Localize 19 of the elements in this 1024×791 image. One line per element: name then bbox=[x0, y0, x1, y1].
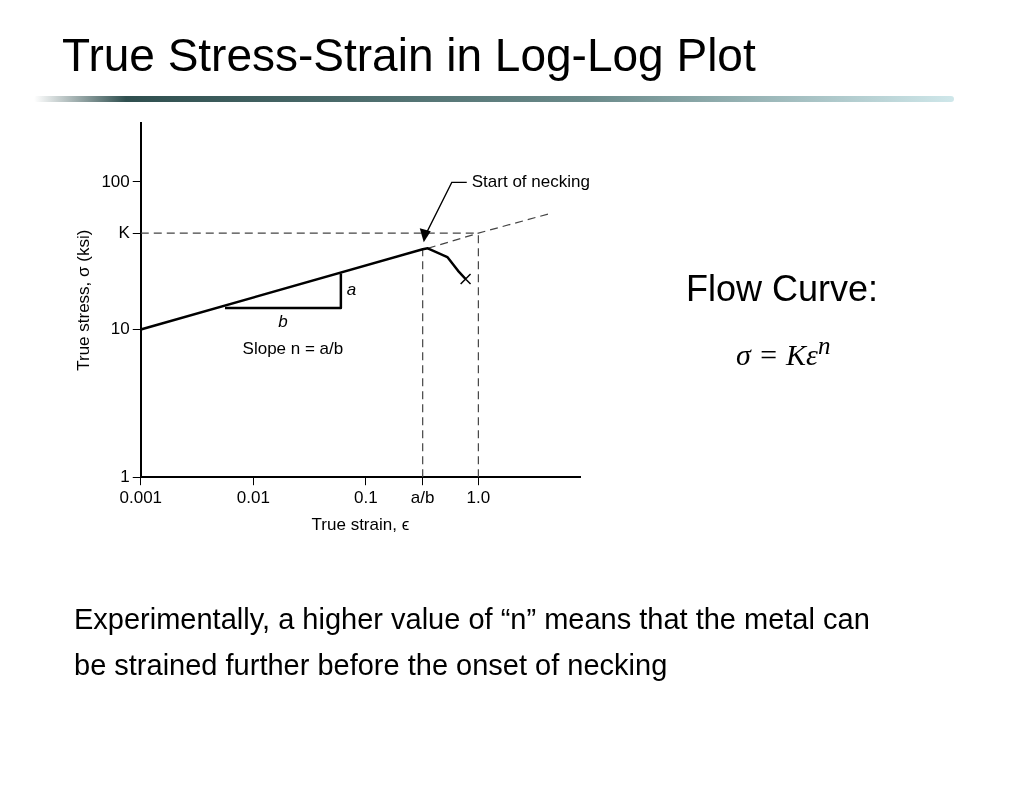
y-tick-label: 100 bbox=[101, 171, 130, 191]
annotation: a bbox=[346, 280, 357, 300]
text: Experimentally, a higher value of “n” means that the metal can be strained further before the onset of necking bbox=[74, 602, 871, 683]
y-tick-label: K bbox=[118, 222, 131, 242]
chart-title: True Stress-Strain in Log-Log Plot bbox=[62, 28, 756, 82]
y-tick-label: 1 bbox=[120, 466, 130, 486]
x-tick-label: 0.01 bbox=[236, 488, 270, 508]
x-tick-label: 0.001 bbox=[119, 488, 163, 508]
text: σ = Kε$^{n}$ bbox=[736, 332, 832, 372]
annotation: Slope n = a/b bbox=[242, 339, 344, 359]
y-tick-label: 10 bbox=[110, 319, 130, 339]
x-axis-title: True strain, ϵ bbox=[311, 515, 410, 535]
x-tick-label: 0.1 bbox=[354, 488, 378, 508]
text: Flow Curve: bbox=[686, 268, 879, 310]
annotation: b bbox=[278, 311, 288, 331]
annotation: Start of necking bbox=[471, 172, 590, 192]
y-axis-title: True stress, σ (ksi) bbox=[73, 229, 93, 371]
x-tick-label: a/b bbox=[410, 488, 435, 508]
x-tick-label: 1.0 bbox=[466, 488, 491, 508]
